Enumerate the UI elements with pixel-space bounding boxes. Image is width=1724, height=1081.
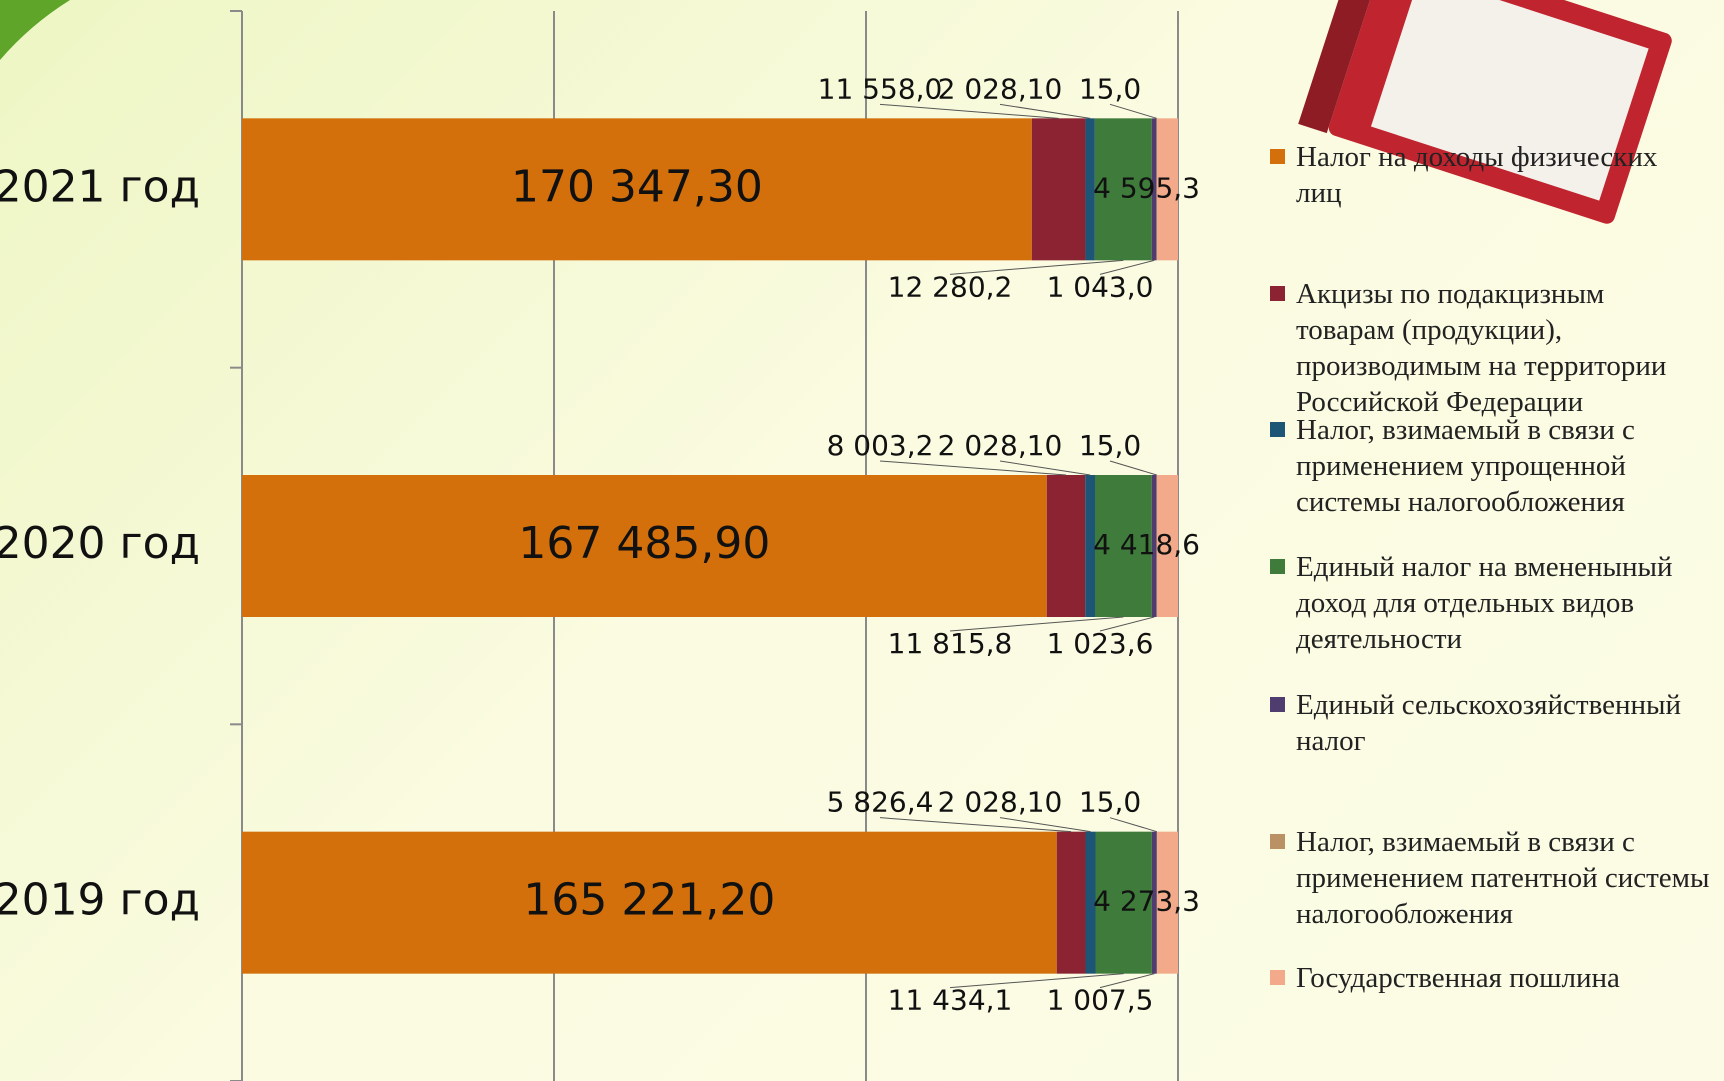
leader-line [949, 616, 1124, 632]
value-label: 11 815,8 [888, 627, 1013, 660]
leader-line [1099, 973, 1155, 989]
leader-line [1109, 817, 1158, 833]
value-label: 11 434,1 [888, 984, 1013, 1017]
bar-segment [1156, 475, 1178, 617]
leader-line [999, 460, 1091, 476]
bar-segment [242, 118, 1032, 261]
value-label: 4 418,6 [1093, 528, 1200, 561]
bar-segment [1095, 831, 1152, 974]
leader-line [999, 103, 1091, 119]
legend-item: Акцизы по подакцизным товарам (продукции… [1270, 276, 1710, 420]
bar-segment [1056, 831, 1086, 974]
value-label: 1 023,6 [1047, 627, 1154, 660]
bar-segment [1156, 118, 1178, 261]
bar-segment [1046, 475, 1086, 617]
value-label: 2 028,10 [938, 786, 1063, 819]
leader-line [999, 817, 1091, 833]
legend-label: Единый налог на вмененыный доход для отд… [1296, 551, 1673, 655]
value-label: 15,0 [1079, 72, 1141, 105]
value-label: 1 007,5 [1047, 984, 1154, 1017]
value-label: 4 595,3 [1093, 171, 1200, 204]
bar-segment [1085, 118, 1095, 261]
legend-swatch [1270, 149, 1285, 164]
legend-item: Налог, взимаемый в связи с применением п… [1270, 824, 1710, 932]
leader-line [949, 259, 1124, 275]
book-image [1298, 0, 1672, 224]
value-label: 15,0 [1079, 429, 1141, 462]
bar-segment [1085, 475, 1096, 617]
leader-line [879, 103, 1059, 119]
value-label: 12 280,2 [888, 270, 1013, 303]
legend-item: Единый сельскохозяйственный налог [1270, 687, 1710, 759]
legend-swatch [1270, 559, 1285, 574]
value-label: 4 273,3 [1093, 885, 1200, 918]
bar-segment [1031, 118, 1086, 261]
value-label: 8 003,2 [827, 429, 934, 462]
legend-item: Государственная пошлина [1270, 960, 1710, 996]
bar-segment [242, 831, 1057, 974]
legend-label: Единый сельскохозяйственный налог [1296, 689, 1682, 757]
legend-item: Налог на доходы физических лиц [1270, 139, 1710, 211]
legend-item: Единый налог на вмененыный доход для отд… [1270, 549, 1710, 657]
bar-segment [1085, 831, 1096, 974]
leader-line [1099, 616, 1155, 632]
legend-label: Налог, взимаемый в связи с применением п… [1296, 826, 1710, 930]
category-label: 2021 год [0, 161, 200, 212]
corner-decoration [0, 0, 70, 60]
legend-item: Налог, взимаемый в связи с применением у… [1270, 412, 1710, 520]
value-label: 15,0 [1079, 786, 1141, 819]
legend-label: Государственная пошлина [1296, 962, 1620, 994]
value-label: 5 826,4 [827, 786, 934, 819]
bar-segment [1156, 831, 1178, 974]
category-label: 2020 год [0, 518, 200, 569]
leader-line [949, 973, 1124, 989]
leader-line [1099, 259, 1155, 275]
bar-segment [242, 475, 1047, 617]
category-label: 2019 год [0, 875, 200, 926]
leader-line [879, 460, 1067, 476]
bar-segment [1095, 475, 1152, 617]
leader-line [1109, 103, 1157, 119]
value-label: 165 221,20 [523, 875, 775, 926]
legend-label: Налог, взимаемый в связи с применением у… [1296, 414, 1635, 518]
value-label: 167 485,90 [518, 518, 770, 569]
leader-line [879, 817, 1072, 833]
legend-swatch [1270, 286, 1285, 301]
value-label: 11 558,0 [818, 72, 943, 105]
value-label: 2 028,10 [938, 429, 1063, 462]
legend-swatch [1270, 970, 1285, 985]
value-label: 170 347,30 [511, 161, 763, 212]
legend-swatch [1270, 422, 1285, 437]
bar-segment [1094, 118, 1152, 261]
bar-segment [1151, 118, 1157, 261]
legend-label: Налог на доходы физических лиц [1296, 141, 1658, 209]
legend-label: Акцизы по подакцизным товарам (продукции… [1296, 278, 1667, 418]
legend-swatch [1270, 834, 1285, 849]
bar-segment [1151, 475, 1157, 617]
leader-line [1109, 460, 1157, 476]
legend-swatch [1270, 697, 1285, 712]
value-label: 2 028,10 [938, 72, 1063, 105]
bar-segment [1151, 831, 1157, 974]
value-label: 1 043,0 [1047, 270, 1154, 303]
